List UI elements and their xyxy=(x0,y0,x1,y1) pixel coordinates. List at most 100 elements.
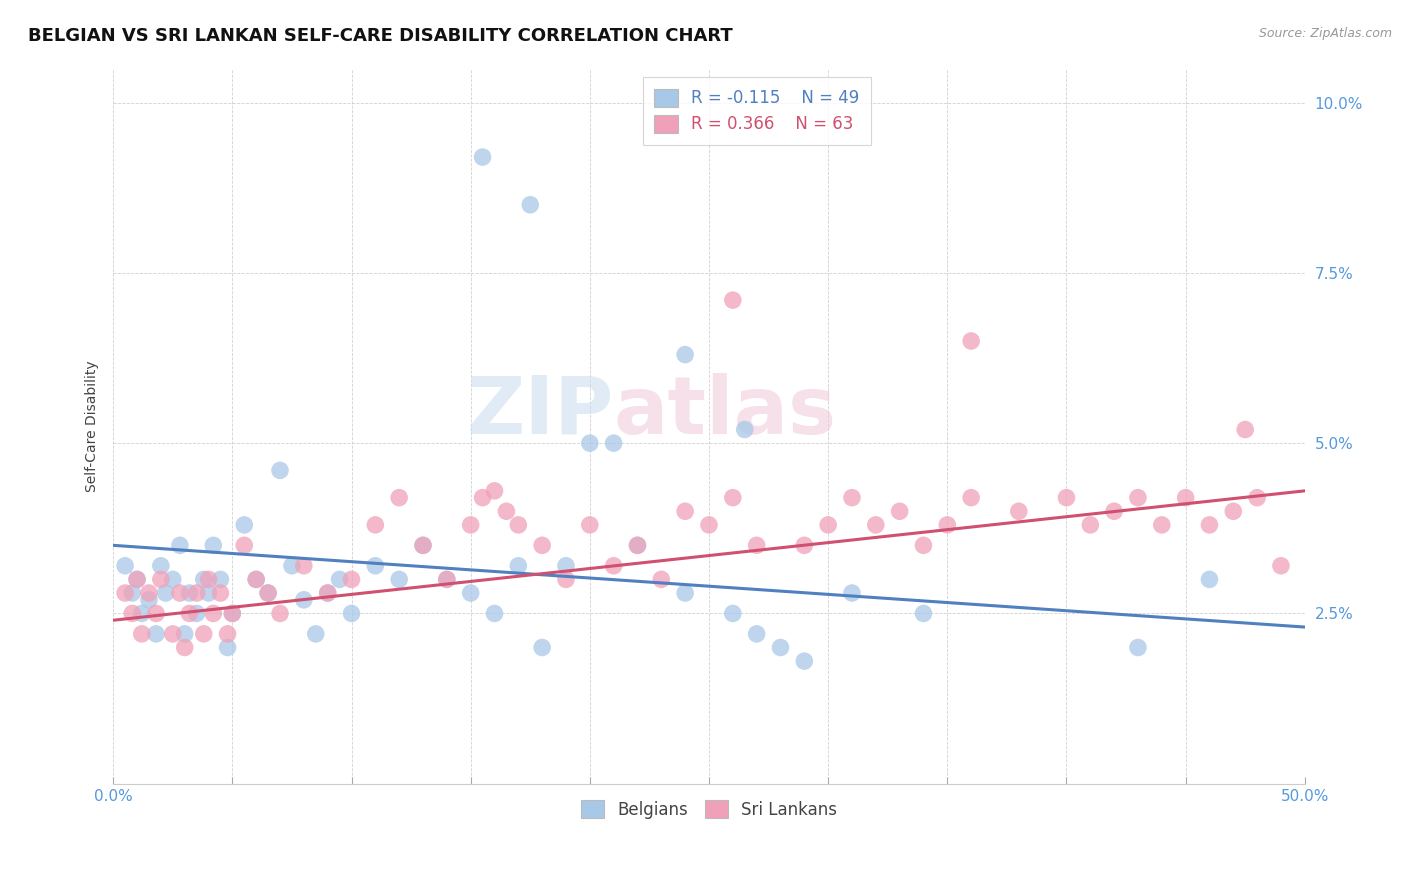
Point xyxy=(257,586,280,600)
Point xyxy=(145,607,167,621)
Point xyxy=(131,607,153,621)
Point xyxy=(555,558,578,573)
Point xyxy=(484,483,506,498)
Point xyxy=(626,538,648,552)
Point xyxy=(305,627,328,641)
Legend: Belgians, Sri Lankans: Belgians, Sri Lankans xyxy=(574,794,844,825)
Point xyxy=(673,348,696,362)
Point xyxy=(1056,491,1078,505)
Point xyxy=(114,558,136,573)
Point xyxy=(186,607,208,621)
Point xyxy=(364,517,387,532)
Point xyxy=(745,627,768,641)
Point xyxy=(149,558,172,573)
Point xyxy=(197,586,219,600)
Point xyxy=(1198,517,1220,532)
Point xyxy=(650,573,672,587)
Point xyxy=(233,517,256,532)
Point xyxy=(125,573,148,587)
Point xyxy=(269,607,291,621)
Point xyxy=(555,573,578,587)
Point xyxy=(673,504,696,518)
Point xyxy=(145,627,167,641)
Point xyxy=(197,573,219,587)
Point xyxy=(841,491,863,505)
Point xyxy=(388,573,411,587)
Point xyxy=(471,491,494,505)
Point xyxy=(865,517,887,532)
Point xyxy=(745,538,768,552)
Point xyxy=(245,573,267,587)
Point xyxy=(340,607,363,621)
Point xyxy=(179,586,201,600)
Point xyxy=(1222,504,1244,518)
Point xyxy=(138,592,160,607)
Point xyxy=(233,538,256,552)
Point xyxy=(169,586,191,600)
Point xyxy=(721,607,744,621)
Point xyxy=(179,607,201,621)
Point xyxy=(149,573,172,587)
Point xyxy=(1008,504,1031,518)
Point xyxy=(269,463,291,477)
Point xyxy=(460,517,482,532)
Point xyxy=(508,558,530,573)
Point xyxy=(292,558,315,573)
Text: BELGIAN VS SRI LANKAN SELF-CARE DISABILITY CORRELATION CHART: BELGIAN VS SRI LANKAN SELF-CARE DISABILI… xyxy=(28,27,733,45)
Point xyxy=(121,607,143,621)
Point xyxy=(412,538,434,552)
Point xyxy=(960,334,983,348)
Point xyxy=(1270,558,1292,573)
Point xyxy=(912,607,935,621)
Point xyxy=(316,586,339,600)
Point xyxy=(721,293,744,307)
Point xyxy=(281,558,304,573)
Point xyxy=(209,586,232,600)
Point xyxy=(734,423,756,437)
Point xyxy=(217,627,239,641)
Point xyxy=(1078,517,1101,532)
Point xyxy=(579,436,602,450)
Point xyxy=(960,491,983,505)
Point xyxy=(114,586,136,600)
Point xyxy=(193,627,215,641)
Y-axis label: Self-Care Disability: Self-Care Disability xyxy=(86,360,100,492)
Point xyxy=(471,150,494,164)
Point xyxy=(173,640,195,655)
Point xyxy=(388,491,411,505)
Text: atlas: atlas xyxy=(613,373,837,450)
Text: Source: ZipAtlas.com: Source: ZipAtlas.com xyxy=(1258,27,1392,40)
Point xyxy=(519,198,541,212)
Point xyxy=(1126,640,1149,655)
Point xyxy=(169,538,191,552)
Point xyxy=(162,627,184,641)
Point xyxy=(912,538,935,552)
Point xyxy=(340,573,363,587)
Point xyxy=(173,627,195,641)
Point xyxy=(1126,491,1149,505)
Point xyxy=(460,586,482,600)
Point xyxy=(508,517,530,532)
Point xyxy=(531,640,554,655)
Point xyxy=(1102,504,1125,518)
Point xyxy=(841,586,863,600)
Point xyxy=(1234,423,1257,437)
Point xyxy=(1174,491,1197,505)
Point xyxy=(364,558,387,573)
Point xyxy=(202,607,225,621)
Point xyxy=(495,504,517,518)
Point xyxy=(1198,573,1220,587)
Point xyxy=(131,627,153,641)
Point xyxy=(162,573,184,587)
Point xyxy=(221,607,243,621)
Point xyxy=(889,504,911,518)
Point xyxy=(793,538,815,552)
Point xyxy=(125,573,148,587)
Point xyxy=(329,573,352,587)
Point xyxy=(602,436,624,450)
Point xyxy=(936,517,959,532)
Point xyxy=(138,586,160,600)
Point xyxy=(316,586,339,600)
Point xyxy=(769,640,792,655)
Point xyxy=(436,573,458,587)
